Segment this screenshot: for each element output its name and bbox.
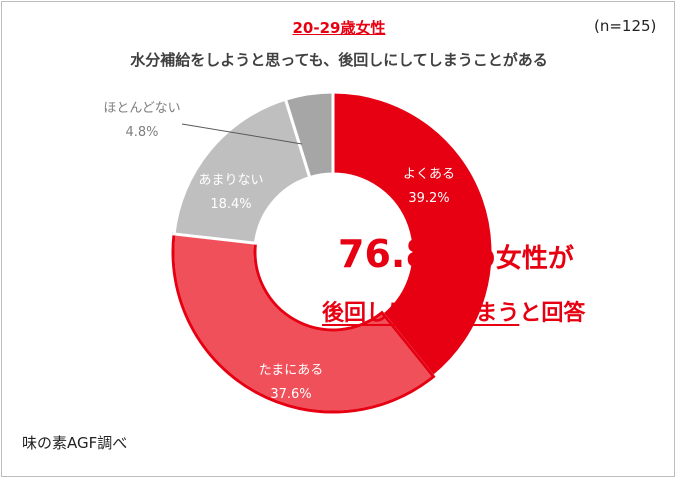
survey-question: 水分補給をしようと思っても、後回しにしてしまうことがある [130, 51, 548, 69]
slice-label-tama-ni-aru: たまにある [259, 363, 324, 378]
callout-headline: 76.8%の女性が [338, 232, 574, 276]
callout-underlined-phrase: 後回しにしてしまう [322, 301, 520, 326]
slice-labels: よくある 39.2% たまにある 37.6% あまりない 18.4% ほとんどない 4.8% [103, 101, 455, 402]
slice-hotondo-nai [283, 90, 335, 180]
slice-value-hotondo-nai: 4.8% [125, 125, 158, 140]
source-note: 味の素AGF調べ [22, 434, 128, 452]
chart-title: 20-29歳女性 [292, 19, 386, 37]
slice-label-yoku-aru: よくある [403, 167, 455, 182]
slice-label-amari-nai: あまりない [198, 173, 263, 188]
callout-suffix: の女性が [469, 244, 574, 274]
donut-slices [171, 90, 495, 414]
sample-size-label: (n=125) [594, 17, 657, 35]
slice-outline-tama-ni-aru [171, 232, 436, 414]
slice-value-tama-ni-aru: 37.6% [270, 387, 311, 402]
callout-subline: 後回しにしてしまうと回答 [322, 295, 585, 327]
callout-percent: 76.8% [338, 232, 470, 276]
leader-line [181, 123, 303, 145]
slice-value-yoku-aru: 39.2% [408, 191, 449, 206]
slice-yoku-aru [331, 90, 495, 379]
callout-answer-text: と回答 [519, 301, 586, 326]
slice-value-amari-nai: 18.4% [210, 197, 251, 212]
slice-amari-nai [172, 97, 312, 245]
slice-label-hotondo-nai: ほとんどない [103, 101, 180, 116]
